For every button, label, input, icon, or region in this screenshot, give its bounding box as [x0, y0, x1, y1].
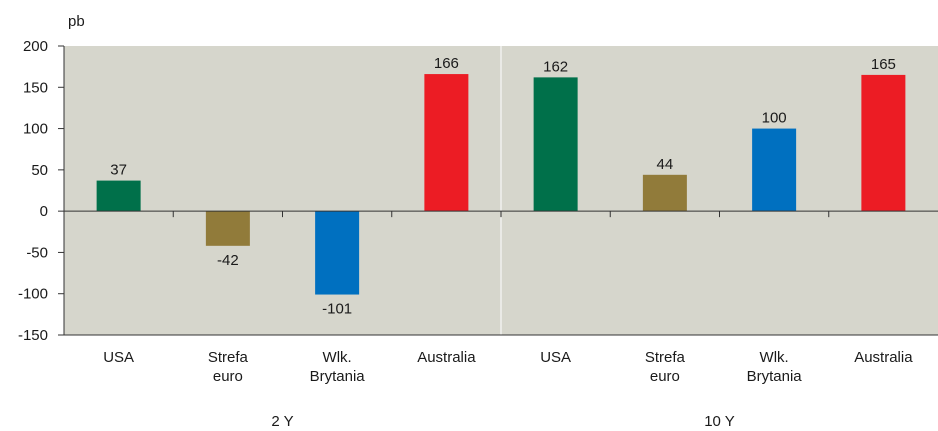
y-tick-label: 0	[40, 203, 48, 220]
y-tick-label: 200	[23, 38, 48, 55]
bar-value-label: 100	[762, 110, 787, 127]
bar	[424, 74, 469, 212]
category-label: USA	[103, 349, 134, 366]
bar-value-label: 37	[110, 162, 127, 179]
category-label: Brytania	[747, 368, 803, 385]
y-axis-unit: pb	[68, 13, 85, 30]
category-labels: USA Strefa euro Wlk. Brytania Australia USA Str…	[103, 349, 913, 385]
category-label: Brytania	[310, 368, 366, 385]
bar-value-label: -42	[217, 252, 239, 269]
category-label: USA	[540, 349, 571, 366]
bar-value-label: 162	[543, 58, 568, 75]
group-labels: 2 Y 10 Y	[271, 413, 734, 430]
category-label: euro	[650, 368, 680, 385]
category-label: euro	[213, 368, 243, 385]
bar-value-label: 165	[871, 56, 896, 73]
bar	[96, 180, 141, 212]
category-label: Strefa	[208, 349, 249, 366]
bar-value-label: 44	[657, 156, 674, 173]
group-label: 2 Y	[271, 413, 293, 430]
y-tick-label: -50	[26, 244, 48, 261]
y-tick-label: 150	[23, 79, 48, 96]
group-label: 10 Y	[704, 413, 735, 430]
bar	[315, 211, 360, 295]
bar-value-label: -101	[322, 301, 352, 318]
bar	[205, 211, 250, 246]
y-tick-label: 50	[31, 162, 48, 179]
category-label: Strefa	[645, 349, 686, 366]
category-label: Australia	[854, 349, 913, 366]
bar-value-label: 166	[434, 55, 459, 72]
category-label: Australia	[417, 349, 476, 366]
bar	[752, 128, 797, 212]
y-tick-label: 100	[23, 121, 48, 138]
y-tick-label: -100	[18, 286, 48, 303]
bar	[861, 74, 906, 212]
y-ticks: 200 150 100 50 0 -50 -100 -150	[18, 38, 64, 344]
data-labels: 37 -42 -101 166 162 44 100 165	[110, 55, 896, 317]
category-label: Wlk.	[760, 349, 789, 366]
bars	[96, 74, 906, 295]
y-tick-label: -150	[18, 327, 48, 344]
x-ticks	[172, 211, 830, 218]
category-label: Wlk.	[323, 349, 352, 366]
bar	[533, 77, 578, 212]
bar	[642, 174, 687, 212]
